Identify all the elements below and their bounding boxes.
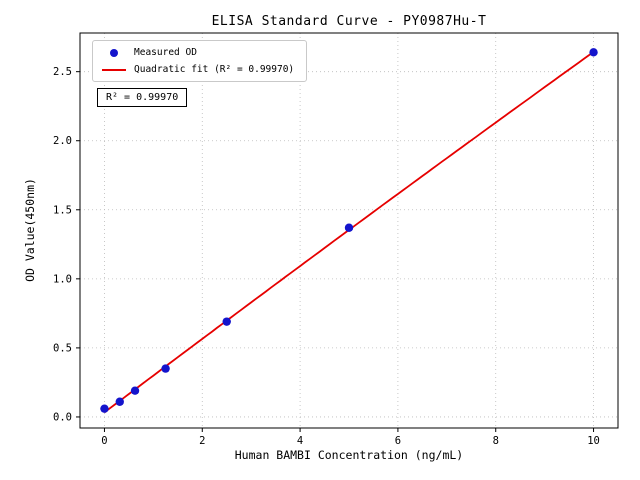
data-point — [130, 386, 140, 395]
data-point — [344, 223, 354, 232]
legend-label-measured-od: Measured OD — [134, 47, 197, 58]
data-point — [589, 48, 598, 57]
data-point — [100, 404, 109, 413]
legend-label-quadratic-fit: Quadratic fit (R² = 0.99970) — [134, 64, 295, 75]
legend-item-measured-od: Measured OD — [102, 47, 294, 58]
data-point — [115, 397, 124, 406]
y-tick-label: 2.5 — [53, 66, 72, 78]
x-tick-label: 6 — [395, 435, 401, 447]
chart-title: ELISA Standard Curve - PY0987Hu-T — [211, 14, 487, 29]
x-axis-label: Human BAMBI Concentration (ng/mL) — [234, 448, 464, 462]
x-tick-label: 8 — [493, 435, 499, 447]
fit-line-icon — [102, 68, 126, 71]
y-tick-label: 2.0 — [53, 135, 72, 147]
legend: Measured OD Quadratic fit (R² = 0.99970) — [92, 40, 308, 82]
y-axis-label: OD Value(450nm) — [23, 178, 37, 282]
x-tick-label: 10 — [587, 435, 600, 447]
data-point — [161, 364, 170, 373]
y-tick-label: 0.0 — [53, 411, 72, 423]
y-tick-label: 1.5 — [53, 204, 72, 216]
x-tick-label: 0 — [101, 435, 107, 447]
x-tick-label: 2 — [199, 435, 205, 447]
axes-frame — [79, 32, 619, 429]
y-tick-label: 1.0 — [53, 273, 72, 285]
y-tick-label: 0.5 — [53, 342, 72, 354]
x-tick-label: 4 — [297, 435, 303, 447]
legend-item-quadratic-fit: Quadratic fit (R² = 0.99970) — [102, 64, 294, 75]
r-squared-annotation: R² = 0.99970 — [97, 88, 188, 107]
scatter-marker-icon — [110, 48, 118, 57]
data-point — [222, 317, 231, 326]
